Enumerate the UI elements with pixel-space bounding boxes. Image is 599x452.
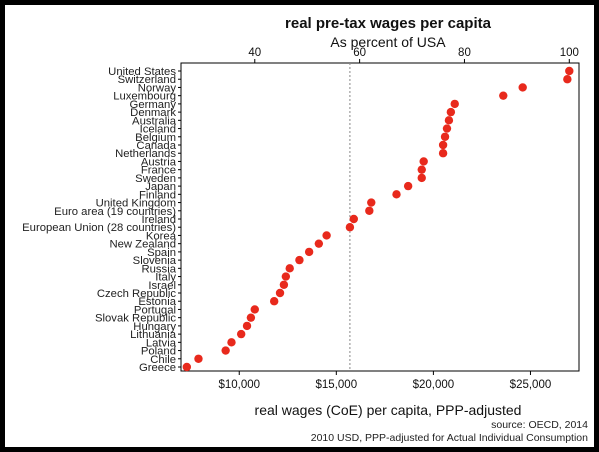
data-point [403,181,413,191]
data-point [367,198,376,207]
category-label: Norway [138,82,177,94]
category-label: Canada [136,140,176,152]
plot-area [180,62,580,372]
bottom-tick-label: $10,000 [218,379,260,391]
category-label: Latvia [146,337,177,349]
top-tick-label: 40 [248,47,261,59]
category-label: European Union (28 countries) [22,222,176,234]
plot-border [180,62,580,372]
category-label: Germany [130,99,177,111]
data-point [438,140,448,150]
category-label: Slovenia [133,255,177,267]
bottom-axis: $10,000 $15,000 $20,000 $25,000 [218,371,551,391]
category-label: Lithuania [130,329,177,341]
data-point [349,214,358,224]
chart-panel: real pre-tax wages per capita As percent… [5,5,594,447]
data-point [438,149,448,158]
data-point [285,264,294,273]
category-label: Portugal [134,304,176,316]
bottom-tick-label: $15,000 [316,379,358,391]
data-point [365,206,374,215]
category-label: Netherlands [115,148,176,160]
data-point [450,99,459,109]
category-label: Chile [150,354,176,366]
bottom-tick-label: $20,000 [413,379,455,391]
category-label: Korea [146,230,177,242]
data-point [281,272,291,281]
data-point [269,297,279,306]
category-label: New Zealand [109,239,176,251]
category-label: Belgium [135,132,176,144]
category-label: Japan [145,181,176,193]
category-label: Finland [139,189,176,201]
data-point [417,173,426,183]
data-point [221,346,230,355]
category-label: Estonia [138,296,176,308]
category-label: Poland [141,346,176,358]
data-point [250,305,259,314]
category-label: Russia [141,263,176,275]
data-point [279,280,289,289]
data-point [446,107,456,117]
category-label: Switzerland [118,74,176,86]
category-label: Euro area (19 countries) [54,206,176,218]
category-label: Austria [141,156,177,168]
category-label: Luxembourg [113,91,176,103]
data-point [392,190,401,199]
data-point [227,338,236,347]
chart-subtitle: As percent of USA [330,34,446,50]
source-note: source: OECD, 2014 [491,419,588,431]
data-point [440,132,450,141]
category-label: Sweden [135,173,176,185]
category-label: Iceland [140,124,176,136]
data-point [182,362,192,372]
category-labels: United StatesSwitzerlandNorwayLuxembourg… [22,66,181,374]
top-tick-label: 80 [458,47,471,59]
data-point [419,157,428,166]
data-point [194,354,203,363]
category-label: Israel [148,280,176,292]
chart-title: real pre-tax wages per capita [285,15,492,32]
wage-chart: real pre-tax wages per capita As percent… [22,15,588,444]
data-point [246,313,256,322]
data-point [304,247,314,257]
data-point [295,255,304,265]
category-label: United States [108,66,176,78]
data-point [565,66,574,76]
data-point [442,124,452,133]
x-axis-label: real wages (CoE) per capita, PPP-adjuste… [255,402,522,418]
bottom-tick-label: $25,000 [510,379,552,391]
data-point [563,75,572,84]
data-point [314,239,324,248]
category-label: Czech Republic [97,288,176,300]
category-label: Italy [155,272,176,284]
category-label: Greece [139,362,176,374]
category-label: Denmark [130,107,176,119]
data-point [322,231,331,240]
category-label: Slovak Republic [95,313,176,325]
data-point [345,223,355,232]
category-label: Ireland [141,214,176,226]
units-note: 2010 USD, PPP-adjusted for Actual Indivi… [311,432,588,444]
data-point [518,83,527,92]
data-point [444,116,454,125]
category-label: Hungary [133,321,176,333]
data-point [275,288,285,298]
top-tick-label: 60 [353,47,366,59]
category-label: United Kingdom [96,198,176,210]
data-point [417,165,426,174]
category-label: France [141,165,176,177]
data-point [236,329,246,339]
top-tick-label: 100 [560,47,579,59]
data-point [242,321,252,331]
data-point [499,91,508,100]
category-label: Australia [132,115,177,127]
top-axis: 40 60 80 100 [248,47,579,63]
category-label: Spain [147,247,176,259]
